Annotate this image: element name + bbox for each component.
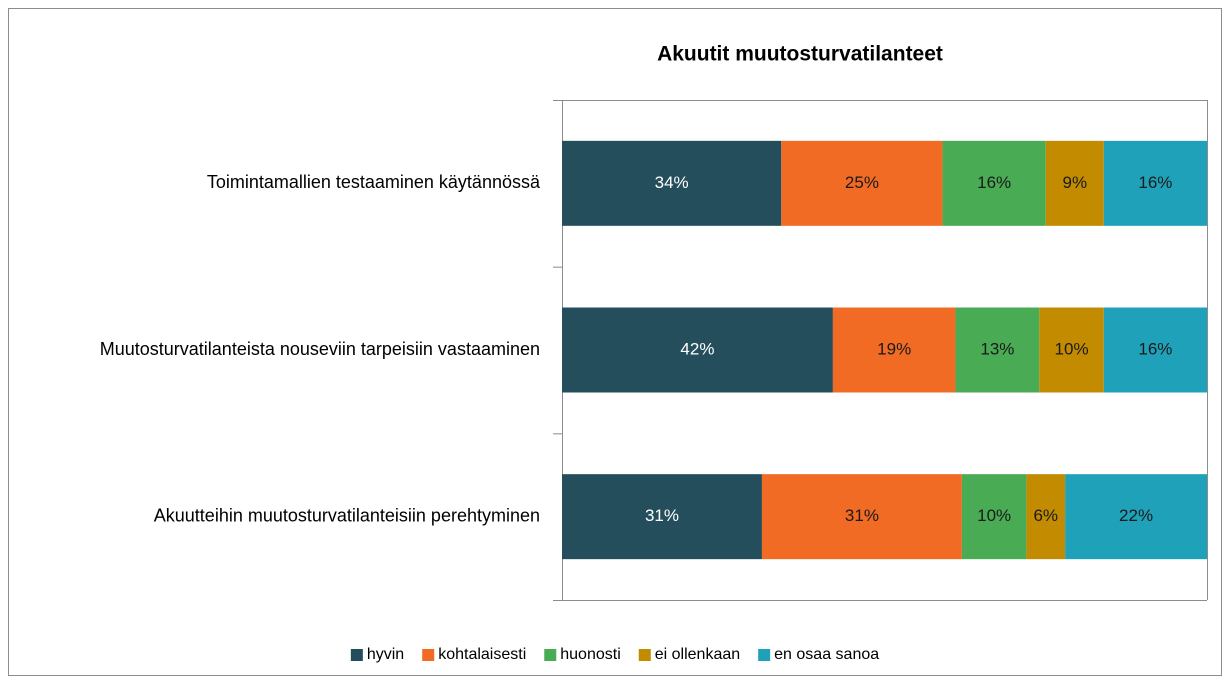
data-label: 10% xyxy=(977,506,1011,525)
legend-swatch xyxy=(544,649,557,661)
legend-label: huonosti xyxy=(560,646,621,663)
bar-segment xyxy=(1103,307,1207,393)
data-label: 42% xyxy=(680,339,714,358)
bar-segment xyxy=(955,307,1040,393)
data-label: 9% xyxy=(1062,173,1087,192)
data-label: 22% xyxy=(1119,506,1153,525)
bar-segment xyxy=(1045,140,1104,226)
bar-segment xyxy=(562,307,833,393)
bar-segment xyxy=(562,140,782,226)
bar-segment xyxy=(761,474,962,560)
legend-label: kohtalaisesti xyxy=(438,646,526,663)
legend-swatch xyxy=(350,649,363,661)
bar-segment xyxy=(1103,140,1207,226)
bar-segment xyxy=(781,140,943,226)
data-label: 10% xyxy=(1055,339,1089,358)
y-tick-label: Akuutteihin muutosturvatilanteisiin pere… xyxy=(154,505,540,525)
legend-label: en osaa sanoa xyxy=(774,646,879,663)
bar-segment xyxy=(961,474,1027,560)
data-label: 34% xyxy=(655,173,689,192)
bar-segment xyxy=(832,307,956,393)
data-label: 13% xyxy=(980,339,1014,358)
y-tick-label: Toimintamallien testaaminen käytännössä xyxy=(207,172,541,192)
legend-label: hyvin xyxy=(367,646,404,663)
data-label: 16% xyxy=(1138,339,1172,358)
bar-segment xyxy=(562,474,762,560)
y-tick-label: Muutosturvatilanteista nouseviin tarpeis… xyxy=(100,339,540,359)
data-label: 6% xyxy=(1033,506,1058,525)
bar-segment xyxy=(1026,474,1066,560)
data-label: 31% xyxy=(645,506,679,525)
data-label: 25% xyxy=(845,173,879,192)
legend-swatch xyxy=(638,649,651,661)
data-label: 31% xyxy=(845,506,879,525)
data-label: 19% xyxy=(877,339,911,358)
bar-segment xyxy=(1039,307,1104,393)
data-label: 16% xyxy=(1138,173,1172,192)
legend-swatch xyxy=(758,649,771,661)
bar-segment xyxy=(1065,474,1207,560)
data-label: 16% xyxy=(977,173,1011,192)
legend-label: ei ollenkaan xyxy=(655,646,740,663)
bar-segment xyxy=(942,140,1046,226)
legend-swatch xyxy=(422,649,435,661)
chart-title: Akuutit muutosturvatilanteet xyxy=(657,43,943,66)
